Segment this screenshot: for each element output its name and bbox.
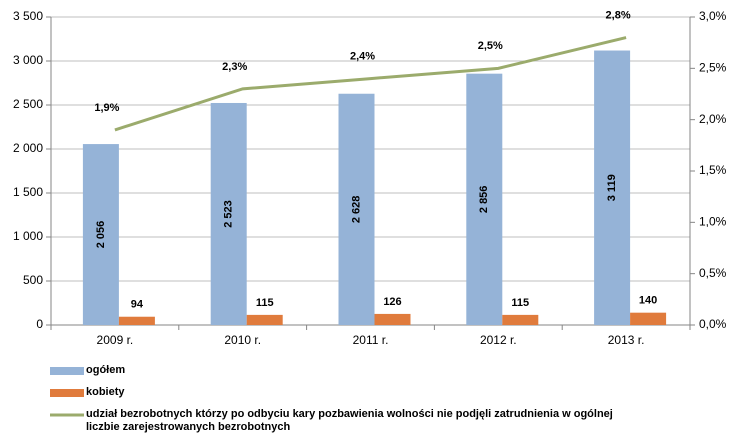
bar: [118, 316, 155, 325]
y-tick-label: 1 500: [13, 185, 43, 199]
y2-tick-label: 1,5%: [699, 163, 727, 177]
y2-tick-label: 3,0%: [699, 9, 727, 23]
y2-tick-label: 2,5%: [699, 61, 727, 75]
legend-item: udział bezrobotnych którzy po odbyciu ka…: [86, 408, 613, 433]
y2-tick-label: 2,0%: [699, 112, 727, 126]
data-label: 115: [511, 297, 529, 309]
legend-swatch: [50, 367, 84, 375]
data-label: 2 856: [478, 186, 490, 214]
data-label: 2,4%: [350, 51, 375, 63]
bar: [210, 102, 247, 325]
bar: [374, 313, 411, 325]
data-label: 2 056: [95, 221, 107, 249]
y-tick-label: 2 500: [13, 97, 43, 111]
x-tick-label: 2013 r.: [608, 333, 645, 347]
legend-item: kobiety: [86, 386, 125, 398]
data-label: 1,9%: [94, 102, 119, 114]
data-label: 2 628: [350, 196, 362, 224]
y2-tick-label: 1,0%: [699, 215, 727, 229]
legend-label: udział bezrobotnych którzy po odbyciu ka…: [86, 408, 613, 433]
bar: [502, 314, 539, 325]
y-tick-label: 2 000: [13, 141, 43, 155]
legend-label: ogółem: [86, 364, 126, 376]
y-tick-label: 3 500: [13, 9, 43, 23]
y-tick-label: 500: [23, 273, 43, 287]
line: [114, 36, 627, 132]
legend-item: ogółem: [86, 364, 126, 376]
x-tick-label: 2011 r.: [353, 333, 389, 347]
bar: [246, 314, 283, 325]
bar: [594, 50, 631, 325]
y-tick-label: 3 000: [13, 53, 43, 67]
data-label: 2,8%: [606, 9, 631, 21]
y2-tick-label: 0,5%: [699, 266, 727, 280]
data-label: 115: [256, 297, 274, 309]
y-tick-label: 0: [36, 317, 43, 331]
data-label: 2,3%: [222, 61, 247, 73]
bar: [630, 312, 667, 325]
y2-tick-label: 0,0%: [699, 317, 727, 331]
bar: [82, 144, 119, 325]
y-tick-label: 1 000: [13, 229, 43, 243]
data-label: 3 119: [606, 174, 618, 201]
data-label: 2,5%: [478, 40, 503, 52]
data-label: 140: [639, 295, 657, 307]
x-tick-label: 2009 r.: [97, 333, 134, 347]
data-label: 126: [383, 296, 401, 308]
bar: [466, 73, 503, 325]
bar: [338, 93, 375, 326]
data-label: 94: [131, 299, 144, 311]
x-tick-label: 2012 r.: [480, 333, 517, 347]
legend-label: kobiety: [86, 386, 125, 398]
legend-swatch: [50, 389, 84, 397]
x-tick-label: 2010 r.: [224, 333, 261, 347]
data-label: 2 523: [223, 200, 235, 228]
